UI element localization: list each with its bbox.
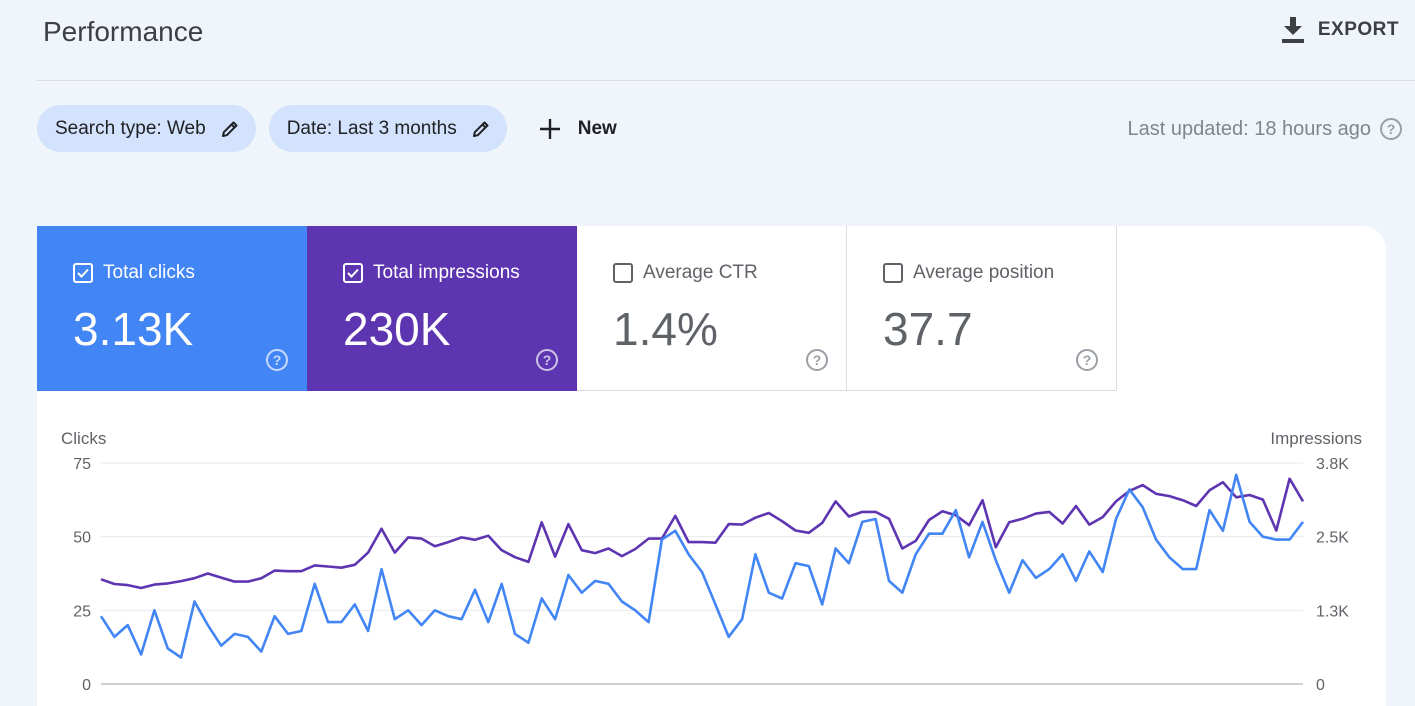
last-updated: Last updated: 18 hours ago ? (1127, 117, 1403, 141)
help-icon[interactable]: ? (265, 348, 289, 372)
left-tick-label: 75 (73, 456, 91, 473)
left-tick-label: 50 (73, 530, 91, 547)
filter-bar: Search type: Web Date: Last 3 months New (37, 105, 617, 152)
metric-label: Total clicks (103, 262, 195, 283)
search-type-filter-chip[interactable]: Search type: Web (37, 105, 256, 152)
export-button[interactable]: EXPORT (1281, 17, 1399, 43)
right-tick-label: 3.8K (1316, 456, 1349, 473)
metric-value: 230K (343, 303, 451, 355)
help-icon[interactable]: ? (805, 348, 829, 372)
impressions-series-line (100, 477, 1305, 590)
svg-text:?: ? (1387, 121, 1396, 137)
metric-value: 3.13K (73, 303, 194, 355)
metric-card-total-impressions[interactable]: Total impressions 230K ? (307, 226, 577, 391)
performance-card: Total clicks 3.13K ? Total impressions 2… (37, 226, 1386, 706)
metric-card-average-position[interactable]: Average position 37.7 ? (847, 226, 1117, 391)
left-tick-label: 25 (73, 603, 91, 620)
left-axis-title: Clicks (61, 429, 106, 448)
plus-icon (539, 118, 560, 139)
help-icon[interactable]: ? (1379, 117, 1403, 141)
help-icon[interactable]: ? (1075, 348, 1099, 372)
right-tick-label: 2.5K (1316, 530, 1349, 547)
help-icon[interactable]: ? (535, 348, 559, 372)
svg-text:?: ? (543, 352, 552, 368)
metric-card-total-clicks[interactable]: Total clicks 3.13K ? (37, 226, 307, 391)
metric-card-average-ctr[interactable]: Average CTR 1.4% ? (577, 226, 847, 391)
download-icon (1281, 17, 1304, 43)
new-filter-label: New (577, 117, 617, 139)
right-tick-label: 1.3K (1316, 603, 1349, 620)
right-axis-title: Impressions (1270, 429, 1362, 448)
metric-value: 37.7 (883, 303, 973, 355)
checkbox-checked-icon[interactable] (343, 263, 363, 283)
left-tick-label: 0 (82, 677, 91, 691)
checkbox-unchecked-icon[interactable] (883, 263, 903, 283)
export-label: EXPORT (1317, 19, 1399, 40)
performance-chart[interactable]: Clicks Impressions 75 3.8K 50 2.5K 25 1.3K 0 0 (37, 226, 1386, 691)
svg-text:?: ? (273, 352, 282, 368)
new-filter-button[interactable]: New (538, 117, 617, 141)
svg-text:?: ? (813, 352, 822, 368)
right-tick-label: 0 (1316, 677, 1325, 691)
last-updated-text: Last updated: 18 hours ago (1127, 117, 1371, 140)
clicks-series-line (99, 473, 1305, 659)
edit-pencil-icon[interactable] (220, 119, 240, 139)
date-filter-chip[interactable]: Date: Last 3 months (268, 105, 507, 152)
metric-label: Average CTR (643, 262, 758, 283)
svg-text:?: ? (1083, 352, 1092, 368)
checkbox-checked-icon[interactable] (73, 263, 93, 283)
header: Performance EXPORT (0, 0, 1415, 80)
metric-label: Average position (913, 262, 1055, 283)
search-type-filter-label: Search type: Web (55, 117, 206, 139)
metric-label: Total impressions (373, 262, 520, 283)
page-title: Performance (43, 16, 204, 47)
date-filter-label: Date: Last 3 months (286, 117, 457, 139)
checkbox-unchecked-icon[interactable] (613, 263, 633, 283)
metric-value: 1.4% (613, 303, 718, 355)
header-divider (37, 80, 1415, 81)
edit-pencil-icon[interactable] (471, 119, 491, 139)
